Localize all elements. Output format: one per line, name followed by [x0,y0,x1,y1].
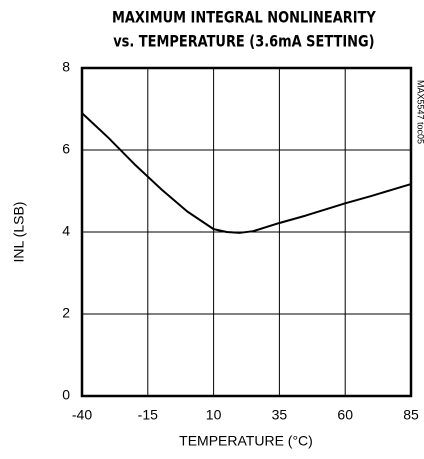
y-tick-label: 6 [62,141,70,157]
figure-note: MAX5547 toc05 [416,80,424,144]
chart-title: vs. TEMPERATURE (3.6mA SETTING) [113,32,374,51]
x-tick-label: 35 [272,407,288,423]
x-tick-label: -40 [72,407,92,423]
plot-frame [80,66,413,398]
y-tick-label: 4 [62,223,70,239]
y-axis-label: INL (LSB) [11,202,27,263]
y-tick-label: 2 [62,305,70,321]
data-line [81,112,412,234]
x-tick-label: 85 [403,407,419,423]
chart-title: MAXIMUM INTEGRAL NONLINEARITY [112,8,377,27]
x-tick-label: 10 [206,407,222,423]
y-tick-label: 0 [62,387,70,403]
y-tick-label: 8 [62,59,70,75]
x-tick-label: -15 [138,407,158,423]
x-tick-label: 60 [337,407,353,423]
x-axis-label: TEMPERATURE (°C) [179,433,313,449]
